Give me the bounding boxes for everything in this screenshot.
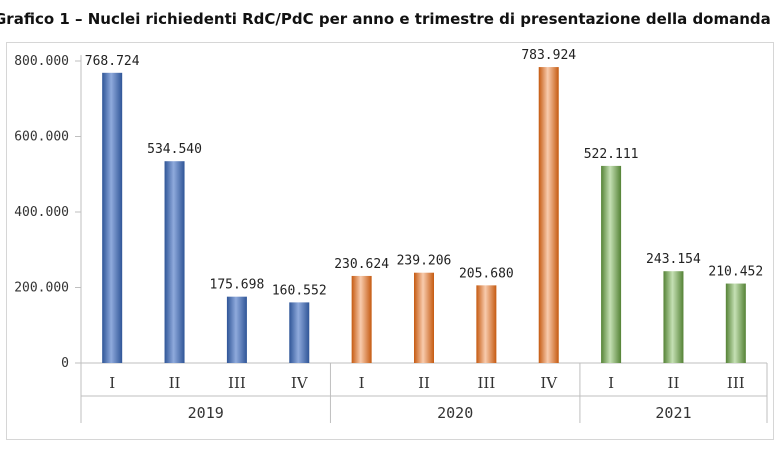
bar-2021-II (663, 271, 684, 363)
chart-title: Grafico 1 – Nuclei richiedenti RdC/PdC p… (0, 10, 771, 28)
data-label: 210.452 (708, 265, 763, 280)
x-category-label: I (359, 374, 365, 392)
bar-2021-III (725, 283, 746, 363)
axes: 0 200.000 400.000 600.000 800.000 (14, 54, 768, 423)
x-category-label: II (169, 374, 181, 392)
x-category-label: III (727, 374, 745, 392)
data-label: 239.206 (397, 254, 452, 269)
data-label: 160.552 (272, 283, 327, 298)
labels: 768.724I534.540II175.698III160.552IV2019… (85, 48, 763, 422)
x-category-label: IV (291, 374, 309, 392)
bar-2019-IV (289, 302, 310, 363)
data-label: 783.924 (521, 48, 576, 63)
x-group-label: 2019 (188, 404, 224, 422)
data-label: 243.154 (646, 252, 701, 267)
bars (102, 67, 746, 363)
y-tick-label: 0 (61, 356, 69, 371)
x-category-label: IV (540, 374, 558, 392)
data-label: 205.680 (459, 266, 514, 281)
data-label: 534.540 (147, 142, 202, 157)
x-group-label: 2020 (437, 404, 473, 422)
y-tick-label: 800.000 (14, 54, 69, 69)
bar-2019-I (102, 72, 123, 363)
bar-2019-III (226, 296, 247, 363)
x-category-label: I (608, 374, 614, 392)
x-group-label: 2021 (655, 404, 691, 422)
x-category-label: II (668, 374, 680, 392)
bar-2020-III (476, 285, 497, 363)
x-category-label: I (109, 374, 115, 392)
data-label: 175.698 (210, 278, 265, 293)
bar-2020-II (414, 272, 434, 363)
bar-chart: 0 200.000 400.000 600.000 800.000 768.724 I 53… (14, 48, 768, 423)
data-label: 230.624 (334, 257, 389, 272)
y-tick-label: 200.000 (14, 281, 69, 296)
bar-2020-IV (538, 67, 559, 363)
x-category-label: III (477, 374, 495, 392)
data-label: 768.724 (85, 54, 140, 69)
y-tick-label: 400.000 (14, 205, 69, 220)
y-tick-label: 600.000 (14, 130, 69, 145)
x-category-label: III (228, 374, 246, 392)
data-label: 522.111 (584, 147, 639, 162)
bar-2021-I (601, 165, 622, 363)
x-category-label: II (418, 374, 430, 392)
bar-2019-II (164, 161, 185, 363)
chart-frame: 0 200.000 400.000 600.000 800.000 768.724 I 53… (6, 42, 774, 440)
bar-2020-I (351, 275, 372, 363)
